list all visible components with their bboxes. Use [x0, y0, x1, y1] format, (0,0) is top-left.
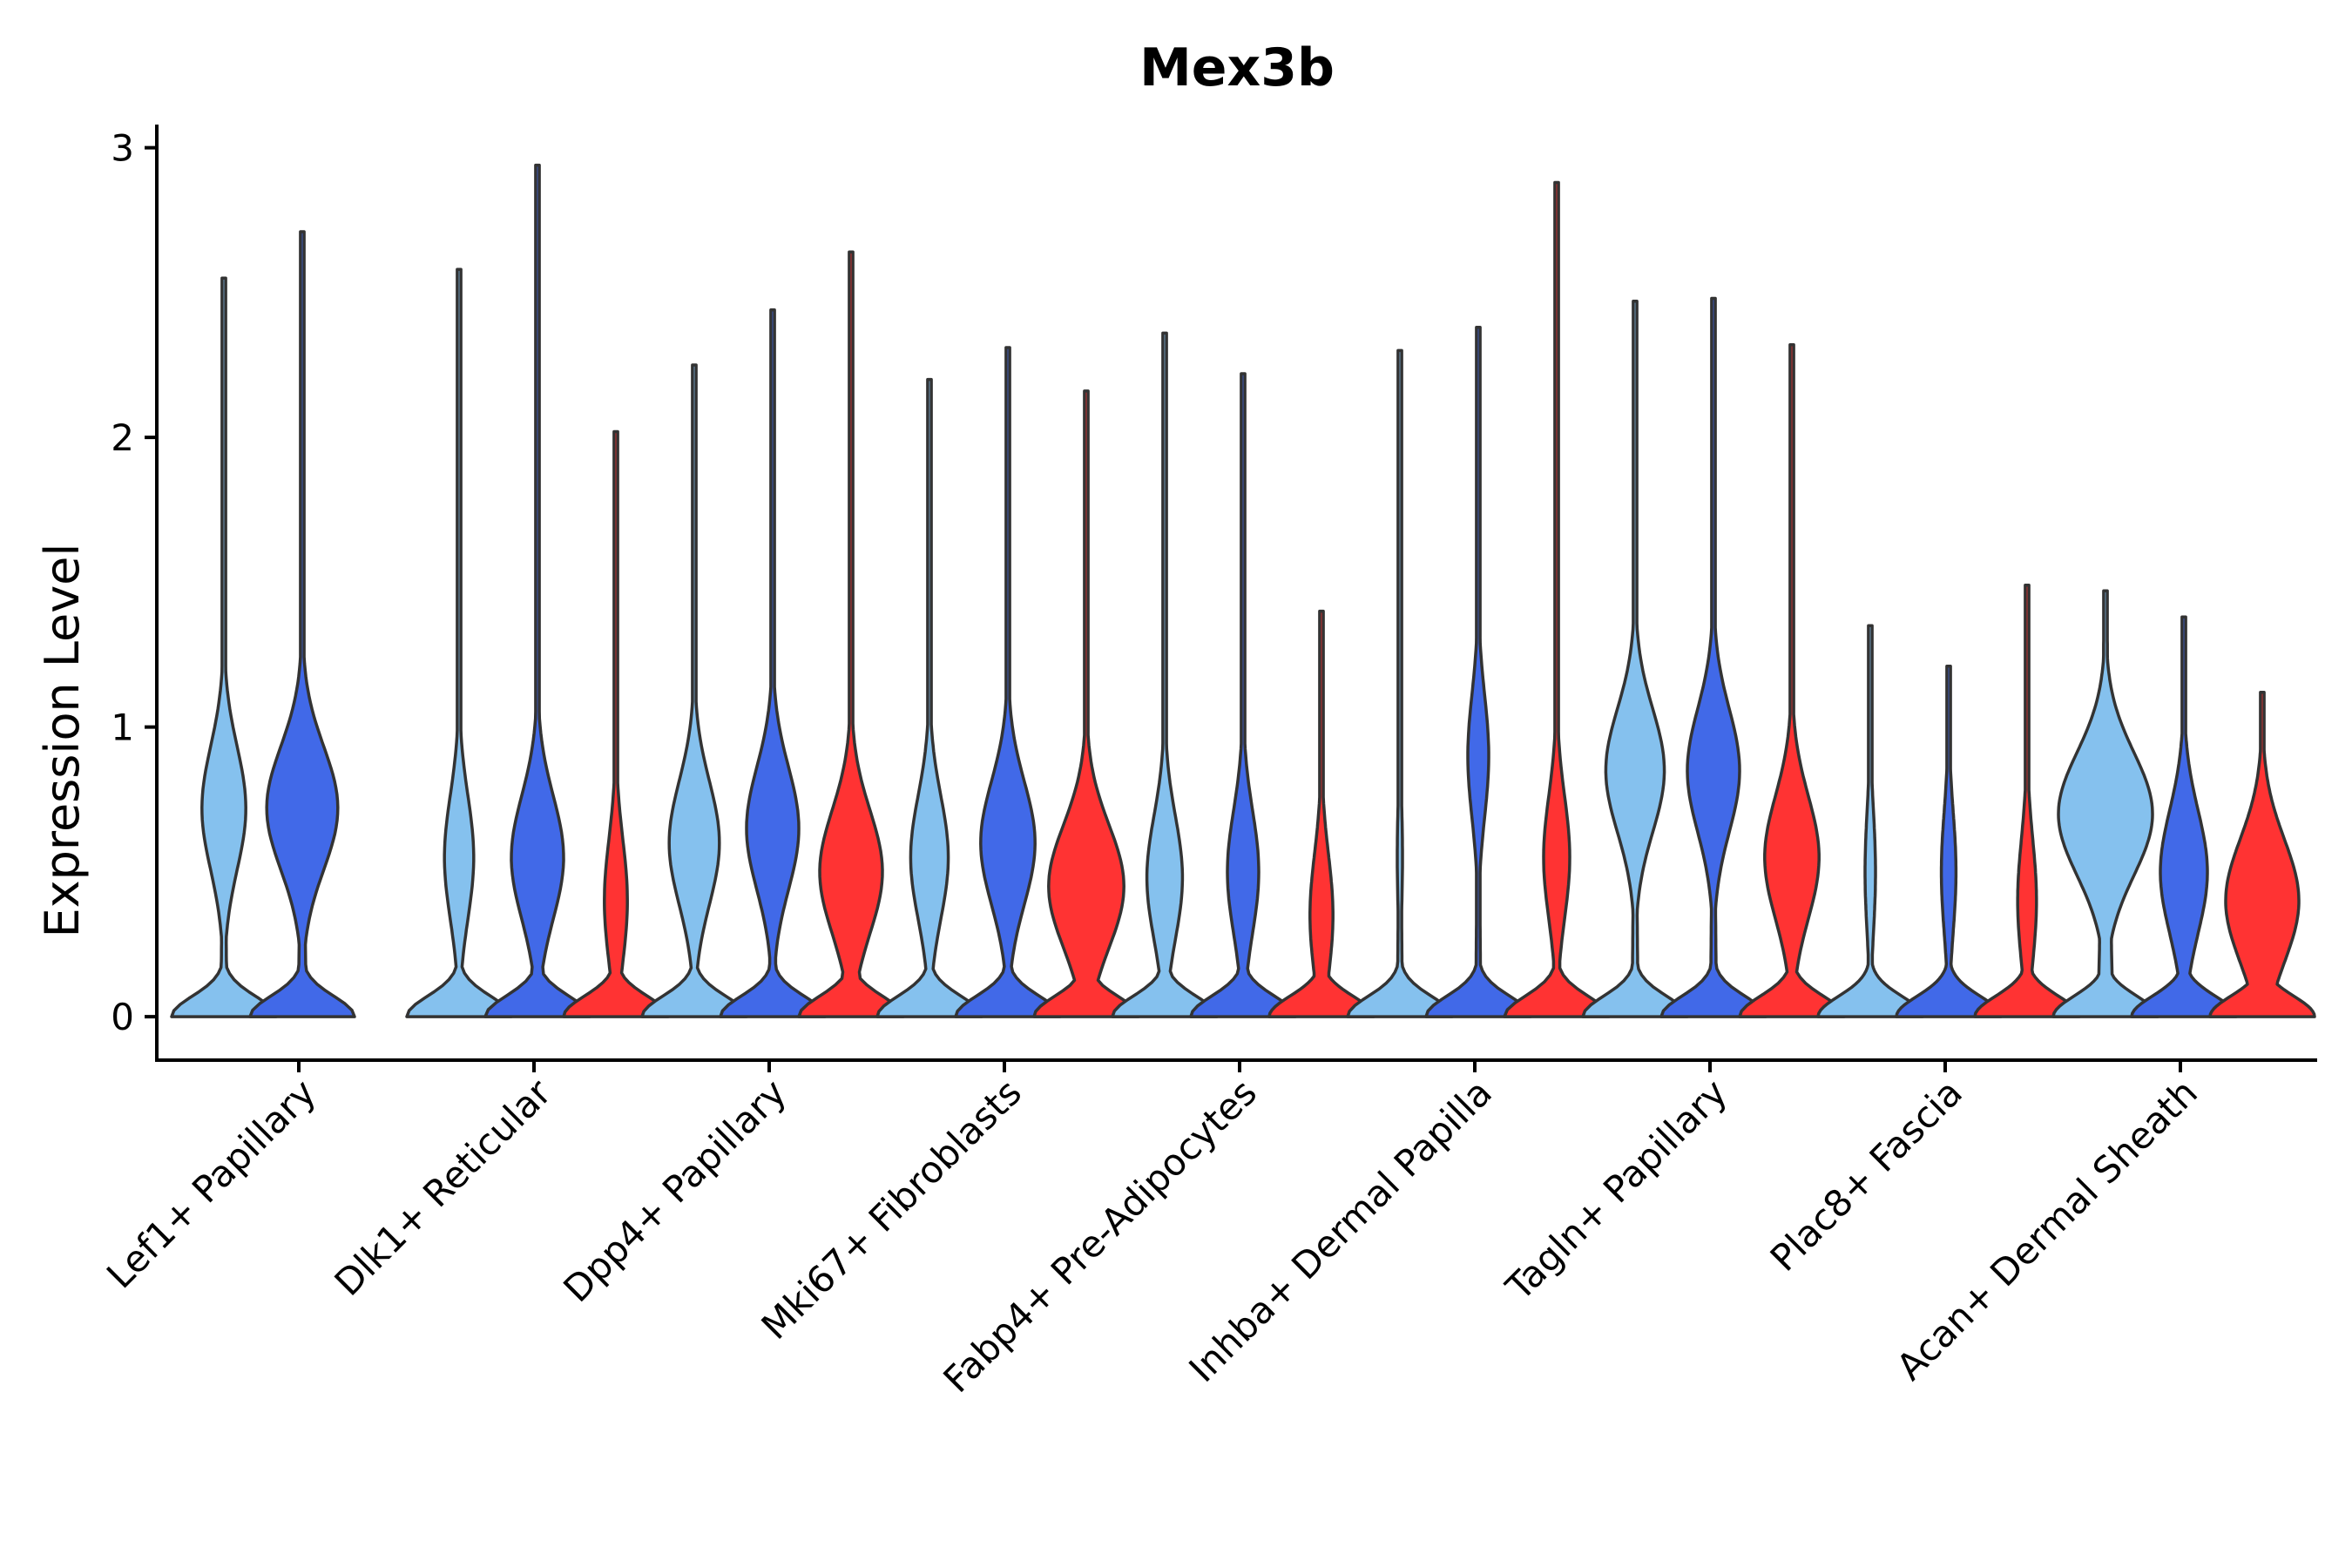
x-tick-label: Plac8+ Fascia — [1762, 1071, 1970, 1279]
violin-0 — [1816, 624, 1924, 1018]
violin-1 — [719, 308, 827, 1018]
violin-0 — [170, 276, 278, 1018]
x-tick-label: Lef1+ Papillary — [98, 1071, 324, 1296]
y-ticks: 0 1 2 3 — [111, 127, 157, 1038]
violin-0 — [1111, 331, 1219, 1018]
violin-1 — [1659, 296, 1767, 1018]
x-tick-label: Tagln+ Papillary — [1497, 1071, 1735, 1308]
x-tick-label: Dlk1+ Reticular — [327, 1071, 560, 1304]
violin-2 — [1503, 180, 1611, 1018]
violin-2 — [1973, 583, 2081, 1018]
violin-1 — [1424, 326, 1532, 1018]
violin-0 — [1346, 348, 1454, 1018]
violin-2 — [2208, 690, 2316, 1018]
x-tick-label: Mki67+ Fibroblasts — [754, 1071, 1030, 1347]
violin-0 — [1581, 300, 1689, 1018]
violin-1 — [2130, 615, 2238, 1018]
axes-layer — [155, 125, 2317, 1062]
violins-layer — [170, 163, 2316, 1018]
violin-0 — [405, 267, 513, 1018]
violin-0 — [875, 377, 983, 1018]
y-tick-label: 2 — [111, 416, 134, 459]
y-tick-label: 1 — [111, 706, 134, 749]
violin-2 — [1267, 609, 1375, 1018]
x-tick-label: Dpp4+ Papillary — [555, 1071, 794, 1310]
y-tick-label: 3 — [111, 127, 134, 170]
violin-1 — [248, 230, 356, 1018]
violin-0 — [2051, 589, 2159, 1018]
y-axis-title: Expression Level — [35, 544, 90, 938]
violin-1 — [1189, 372, 1297, 1018]
violin-1 — [1895, 665, 2003, 1018]
violin-1 — [954, 346, 1062, 1018]
chart-title: Mex3b — [1139, 37, 1335, 98]
violin-2 — [1032, 389, 1140, 1018]
violin-2 — [1738, 342, 1846, 1018]
violin-0 — [640, 363, 748, 1018]
violin-1 — [483, 163, 591, 1018]
violin-2 — [562, 429, 670, 1018]
y-tick-label: 0 — [111, 996, 134, 1038]
violin-2 — [797, 250, 905, 1018]
